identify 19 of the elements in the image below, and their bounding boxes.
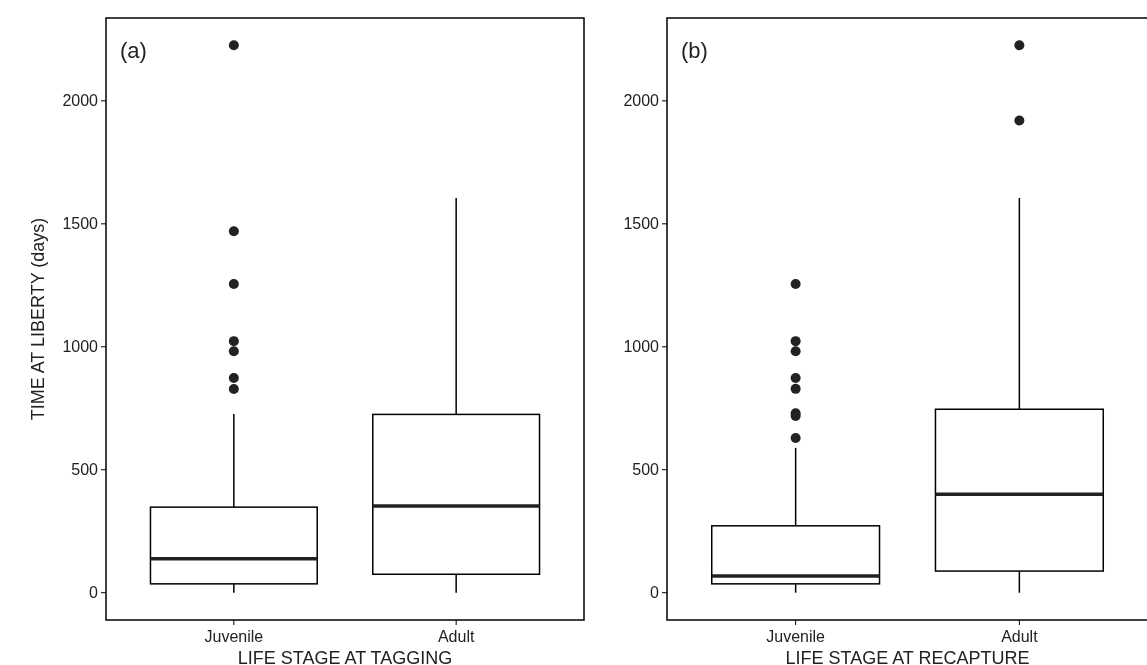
y-tick-label: 1000 xyxy=(623,338,660,356)
y-tick-label: 0 xyxy=(650,584,660,602)
x-tick-label: Juvenile xyxy=(766,628,826,645)
y-tick-label: 1500 xyxy=(62,215,99,233)
y-axis-title: TIME AT LIBERTY (days) xyxy=(28,217,48,421)
x-tick-label: Adult xyxy=(1001,628,1039,645)
x-tick-label: Juvenile xyxy=(204,628,264,645)
y-tick-label: 1000 xyxy=(62,338,99,356)
y-tick-label: 0 xyxy=(89,584,99,602)
y-tick-label: 500 xyxy=(71,461,99,479)
y-tick-label: 2000 xyxy=(623,92,660,110)
annotation: (b) xyxy=(681,38,708,63)
y-tick-label: 2000 xyxy=(62,92,99,110)
annotation: (a) xyxy=(120,38,147,63)
x-tick-label: Adult xyxy=(437,628,475,645)
x-axis-title: LIFE STAGE AT TAGGING xyxy=(237,648,453,665)
y-tick-label: 500 xyxy=(632,461,660,479)
x-axis-title: LIFE STAGE AT RECAPTURE xyxy=(785,648,1030,665)
y-tick-label: 1500 xyxy=(623,215,660,233)
